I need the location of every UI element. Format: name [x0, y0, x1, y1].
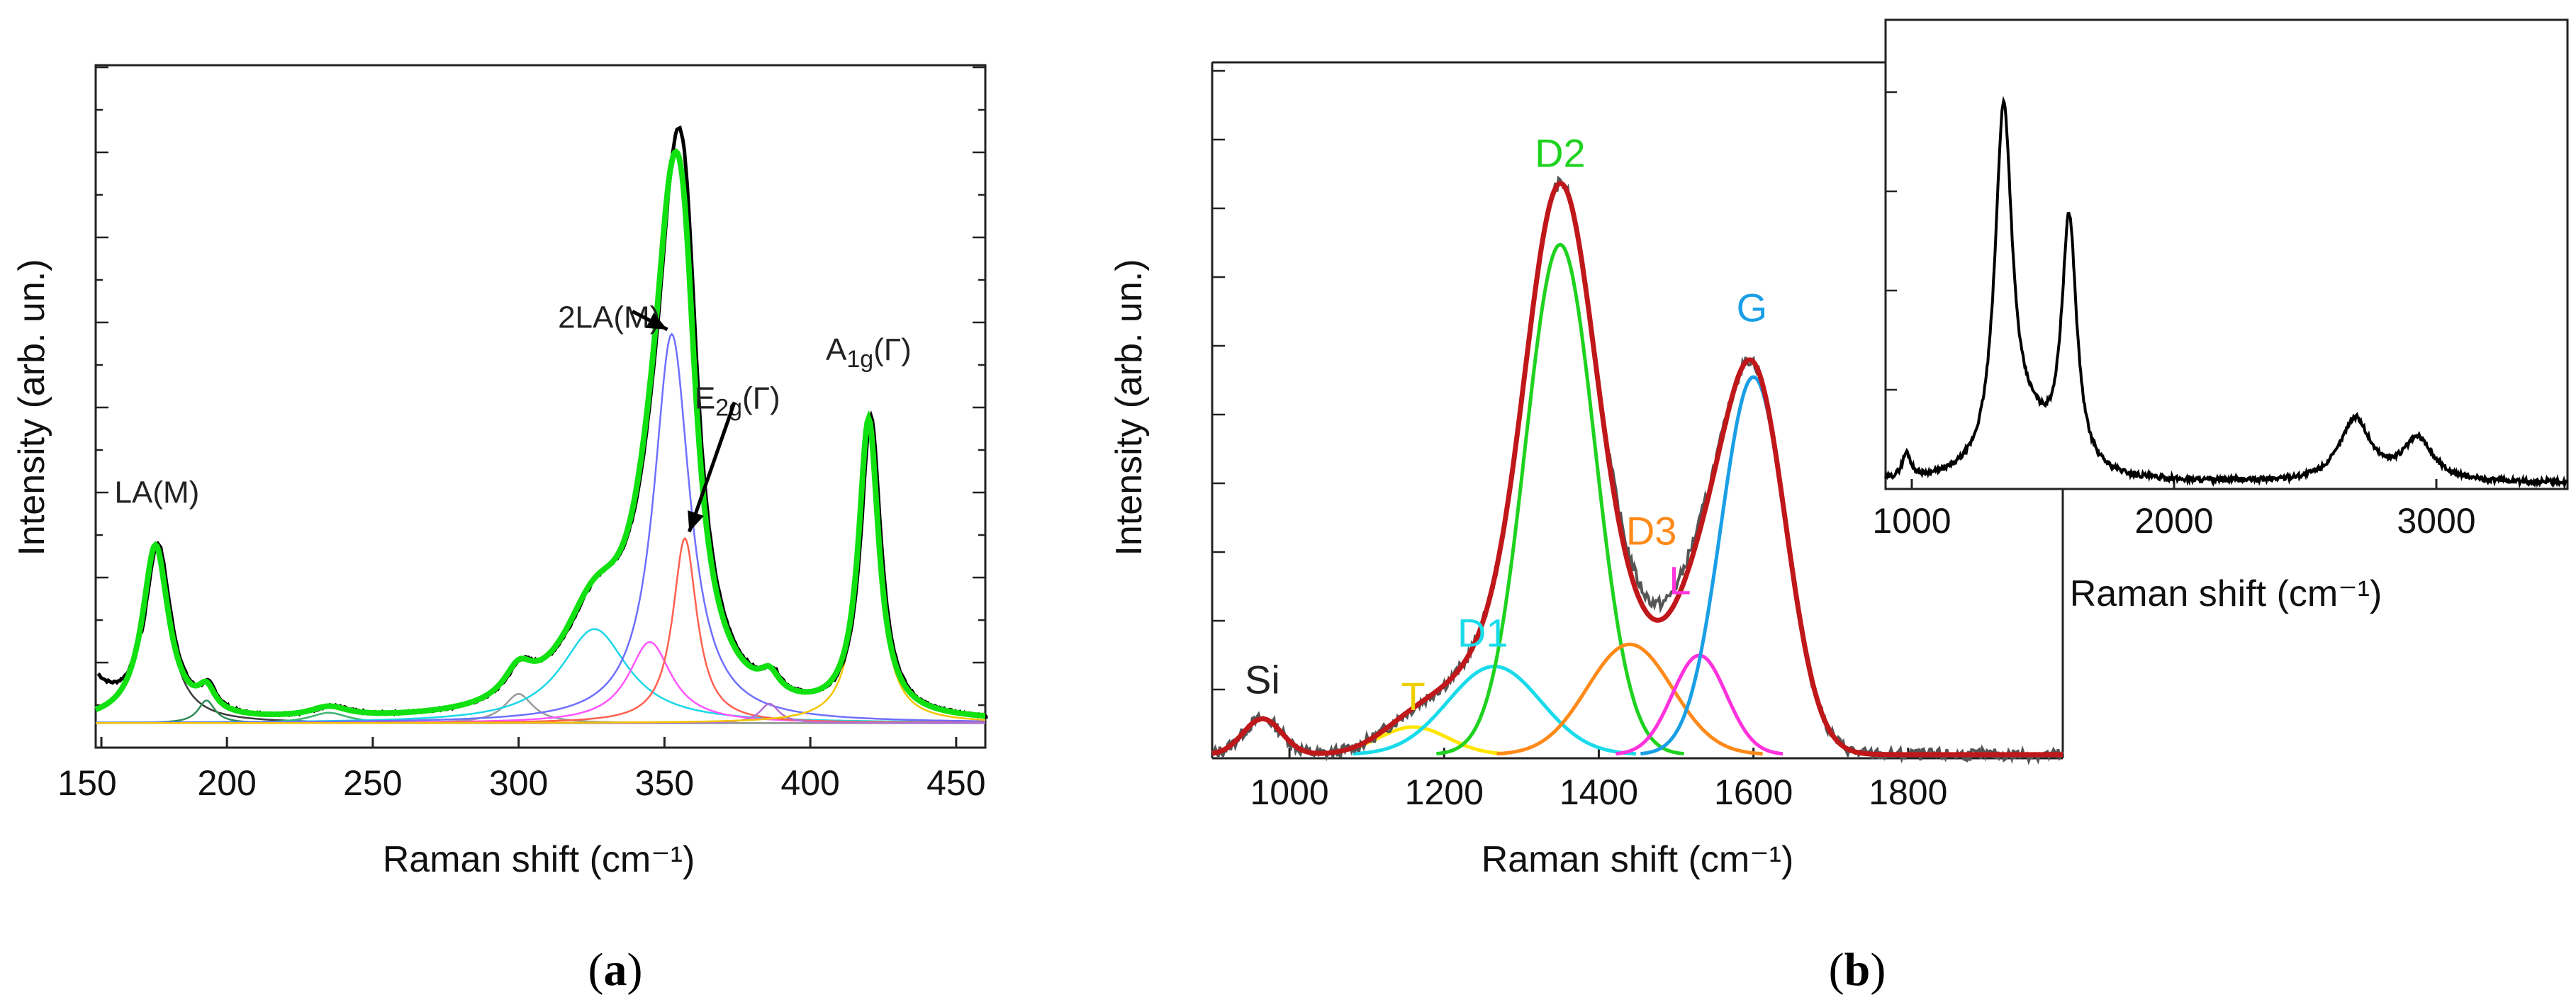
- x-tick-label-a-3: 300: [489, 763, 548, 803]
- y-axis-label-a: Intensity (arb. un.): [11, 259, 52, 556]
- chart-panel-a: 150 200 250 300 350 400 450 LA(M)2LA(M)E2g(Γ)A…: [11, 64, 988, 996]
- peak-label-b-Si: Si: [1245, 658, 1280, 702]
- peak-label-a-2: E2g(Γ): [695, 381, 780, 422]
- x-tick-label-a-5: 400: [780, 763, 839, 803]
- x-tick-label-a-4: 350: [635, 763, 694, 803]
- x-tick-label-a-2: 250: [343, 763, 402, 803]
- x-ticks-inset: 1000 2000 3000: [1872, 479, 2476, 541]
- panel-letter-a: a: [604, 944, 627, 996]
- chart-panel-b-inset: 1000 2000 3000 Raman shift (cm⁻¹): [1872, 18, 2569, 614]
- x-axis-label-a: Raman shift (cm⁻¹): [383, 839, 695, 880]
- y-ticks-inset: [1886, 91, 1897, 391]
- x-axis-label-inset: Raman shift (cm⁻¹): [2070, 573, 2382, 614]
- peak-label-b-D3: D3: [1626, 508, 1677, 553]
- components-a: [95, 332, 986, 724]
- panel-letter-b: b: [1844, 944, 1871, 996]
- y-ticks-b: [1212, 69, 1225, 691]
- measured-curve-a: [96, 125, 988, 719]
- component-curve-a-0: [95, 546, 985, 724]
- x-tick-label-b-0: 1000: [1250, 772, 1328, 812]
- peak-label-b-L: L: [1669, 558, 1691, 602]
- x-tick-label-a-0: 150: [57, 763, 116, 803]
- x-tick-label-inset-1: 2000: [2134, 501, 2213, 541]
- y-ticks-a: [96, 66, 985, 749]
- x-axis-label-b: Raman shift (cm⁻¹): [1482, 839, 1794, 880]
- fit-envelope-a: [94, 148, 986, 719]
- inset-spectrum: [1884, 96, 2569, 490]
- x-tick-label-inset-2: 3000: [2397, 501, 2475, 541]
- component-curve-a-9: [96, 425, 986, 724]
- peak-label-main-a-3: A: [826, 332, 847, 367]
- chart-panel-b: 1000 1200 1400 1600 1800 Si T D1 D2 D3 L G Raman s…: [1109, 61, 2064, 996]
- x-ticks-a: 150 200 250 300 350 400 450: [57, 737, 986, 803]
- x-tick-label-a-1: 200: [197, 763, 256, 803]
- label-arrowhead-a-1: [688, 510, 704, 532]
- label-arrowhead-a-0: [646, 313, 668, 330]
- x-ticks-b: 1000 1200 1400 1600 1800: [1250, 748, 1947, 812]
- panel-label-b: (b): [1829, 944, 1886, 996]
- peak-label-sub-a-3: 1g: [846, 346, 873, 373]
- peak-label-b-G: G: [1737, 285, 1768, 330]
- component-curve-a-6: [96, 332, 986, 724]
- fit-envelope-b: [1211, 181, 2063, 758]
- peak-labels-a: LA(M)2LA(M)E2g(Γ)A1g(Γ): [115, 300, 912, 533]
- x-tick-label-b-4: 1800: [1869, 772, 1947, 812]
- x-tick-label-inset-0: 1000: [1872, 501, 1951, 541]
- x-tick-label-b-2: 1400: [1559, 772, 1638, 812]
- x-tick-label-a-6: 450: [926, 763, 985, 803]
- peak-label-a-0: LA(M): [115, 475, 200, 510]
- peak-labels-b: Si T D1 D2 D3 L G: [1245, 131, 1767, 719]
- x-tick-label-b-3: 1600: [1714, 772, 1793, 812]
- plot-frame-a: [94, 64, 987, 749]
- peak-label-suffix-a-3: (Γ): [873, 332, 912, 367]
- peak-label-main-a-2: E: [695, 381, 715, 416]
- label-arrow-a-1: [687, 401, 737, 533]
- panel-label-a: (a): [588, 944, 643, 996]
- peak-label-b-D1: D1: [1457, 610, 1508, 655]
- inset-background: [1884, 18, 2569, 490]
- peak-label-b-T: T: [1401, 674, 1426, 719]
- peak-label-a-3: A1g(Γ): [826, 332, 912, 373]
- peak-label-suffix-a-2: (Γ): [742, 381, 780, 416]
- x-tick-label-b-1: 1200: [1405, 772, 1484, 812]
- component-curve-b-L: [1615, 653, 1783, 756]
- y-axis-label-b: Intensity (arb. un.): [1109, 259, 1150, 556]
- component-curve-b-D3: [1496, 642, 1763, 756]
- component-curve-b-D2: [1436, 242, 1684, 756]
- peak-label-b-D2: D2: [1535, 131, 1586, 176]
